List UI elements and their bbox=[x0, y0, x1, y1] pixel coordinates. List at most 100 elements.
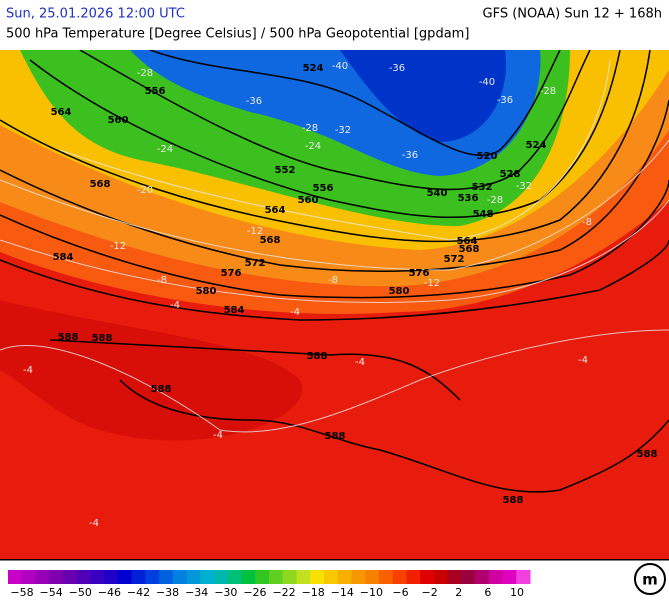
colorbar-label: −34 bbox=[185, 586, 208, 599]
colorbar-label: −22 bbox=[272, 586, 295, 599]
colorbar-label: −6 bbox=[392, 586, 408, 599]
colorbar-label: −18 bbox=[302, 586, 325, 599]
colorbar-swatch bbox=[461, 570, 476, 584]
geopotential-label: 560 bbox=[298, 195, 319, 206]
datetime: Sun, 25.01.2026 12:00 UTC bbox=[6, 7, 185, 22]
temperature-label: -4 bbox=[170, 300, 180, 311]
colorbar-label: 10 bbox=[510, 586, 524, 599]
temperature-label: -36 bbox=[402, 150, 418, 161]
temperature-label: -12 bbox=[424, 278, 440, 289]
colorbar-swatch bbox=[406, 570, 421, 584]
colorbar-swatch bbox=[447, 570, 462, 584]
geopotential-label: 560 bbox=[108, 115, 129, 126]
temperature-label: -32 bbox=[516, 181, 532, 192]
temperature-label: -28 bbox=[137, 68, 153, 79]
colorbar-swatch bbox=[351, 570, 366, 584]
temperature-label: -40 bbox=[479, 77, 495, 88]
colorbar-swatch bbox=[310, 570, 325, 584]
geopotential-label: 576 bbox=[221, 268, 242, 279]
temperature-label: -36 bbox=[389, 63, 405, 74]
temperature-label: -4 bbox=[355, 357, 365, 368]
temperature-label: -12 bbox=[110, 241, 126, 252]
geopotential-label: 564 bbox=[265, 205, 286, 216]
colorbar-swatch bbox=[186, 570, 201, 584]
model-run: GFS (NOAA) Sun 12 + 168h bbox=[483, 7, 662, 22]
colorbar-label: 6 bbox=[484, 586, 491, 599]
geopotential-label: 584 bbox=[224, 305, 245, 316]
temperature-label: -8 bbox=[157, 275, 167, 286]
temperature-label: -20 bbox=[137, 185, 153, 196]
geopotential-label: 580 bbox=[389, 286, 410, 297]
geopotential-label: 536 bbox=[458, 193, 479, 204]
temperature-field bbox=[340, 50, 507, 142]
colorbar-swatch bbox=[433, 570, 449, 584]
colorbar-label: −30 bbox=[214, 586, 237, 599]
colorbar-swatch bbox=[35, 570, 50, 584]
geopotential-label: 524 bbox=[526, 140, 547, 151]
geopotential-label: 568 bbox=[90, 179, 111, 190]
colorbar-swatch bbox=[90, 570, 105, 584]
colorbar-label: 2 bbox=[455, 586, 462, 599]
geopotential-label: 568 bbox=[260, 235, 281, 246]
temperature-label: -12 bbox=[247, 226, 263, 237]
temperature-label: -36 bbox=[246, 96, 262, 107]
geopotential-label: 556 bbox=[313, 183, 334, 194]
colorbar-label: −58 bbox=[10, 586, 33, 599]
colorbar-swatch bbox=[337, 570, 352, 584]
svg-text:m: m bbox=[642, 571, 658, 589]
colorbar-swatch bbox=[21, 570, 36, 584]
geopotential-label: 540 bbox=[427, 188, 448, 199]
temperature-label: -24 bbox=[305, 141, 321, 152]
colorbar-swatch bbox=[282, 570, 297, 584]
geopotential-label: 588 bbox=[151, 384, 172, 395]
colorbar-label: −26 bbox=[243, 586, 266, 599]
colorbar-swatch bbox=[365, 570, 380, 584]
map-border bbox=[0, 559, 669, 561]
temperature-label: -4 bbox=[578, 355, 588, 366]
colorbar-label: −2 bbox=[422, 586, 438, 599]
colorbar-swatch bbox=[241, 570, 256, 584]
colorbar-swatch bbox=[475, 570, 490, 584]
geopotential-label: 576 bbox=[409, 268, 430, 279]
geopotential-label: 572 bbox=[444, 254, 465, 265]
map-area bbox=[0, 50, 669, 560]
colorbar-label: −10 bbox=[360, 586, 383, 599]
temperature-label: -4 bbox=[213, 430, 223, 441]
geopotential-label: 524 bbox=[303, 63, 324, 74]
colorbar-label: −38 bbox=[156, 586, 179, 599]
colorbar-label: −50 bbox=[69, 586, 92, 599]
geopotential-label: 568 bbox=[459, 244, 480, 255]
geopotential-label: 564 bbox=[51, 107, 72, 118]
geopotential-label: 588 bbox=[58, 332, 79, 343]
colorbar-swatch bbox=[8, 570, 23, 584]
colorbar-swatch bbox=[131, 570, 146, 584]
colorbar: −58 −54 −50 −46 −42 −38 −34 −30 −26 −22 −18 −14 −10−… bbox=[8, 570, 531, 599]
temperature-label: -40 bbox=[332, 61, 348, 72]
contour-labels: 5245565645605525565605685645685725765845… bbox=[23, 61, 657, 529]
temperature-label: -24 bbox=[157, 144, 173, 155]
temperature-contours bbox=[0, 59, 669, 433]
colorbar-swatch bbox=[323, 570, 339, 584]
colorbar-swatch bbox=[420, 570, 435, 584]
colorbar-label: −14 bbox=[331, 586, 354, 599]
geopotential-label: 588 bbox=[307, 351, 328, 362]
colorbar-swatch bbox=[392, 570, 407, 584]
geopotential-label: 584 bbox=[53, 252, 74, 263]
geopotential-label: 588 bbox=[92, 333, 113, 344]
colorbar-label: −46 bbox=[98, 586, 121, 599]
temperature-label: -28 bbox=[302, 123, 318, 134]
temperature-label: -28 bbox=[540, 86, 556, 97]
geopotential-label: 588 bbox=[637, 449, 658, 460]
colorbar-swatch bbox=[159, 570, 174, 584]
colorbar-label: −54 bbox=[40, 586, 63, 599]
geopotential-label: 552 bbox=[275, 165, 296, 176]
colorbar-swatch bbox=[378, 570, 394, 584]
geopotential-label: 532 bbox=[472, 182, 493, 193]
colorbar-swatch bbox=[62, 570, 78, 584]
temperature-label: -28 bbox=[487, 195, 503, 206]
geopotential-label: 588 bbox=[503, 495, 524, 506]
geopotential-label: 548 bbox=[473, 209, 494, 220]
geopotential-label: 528 bbox=[500, 169, 521, 180]
colorbar-swatch bbox=[227, 570, 243, 584]
